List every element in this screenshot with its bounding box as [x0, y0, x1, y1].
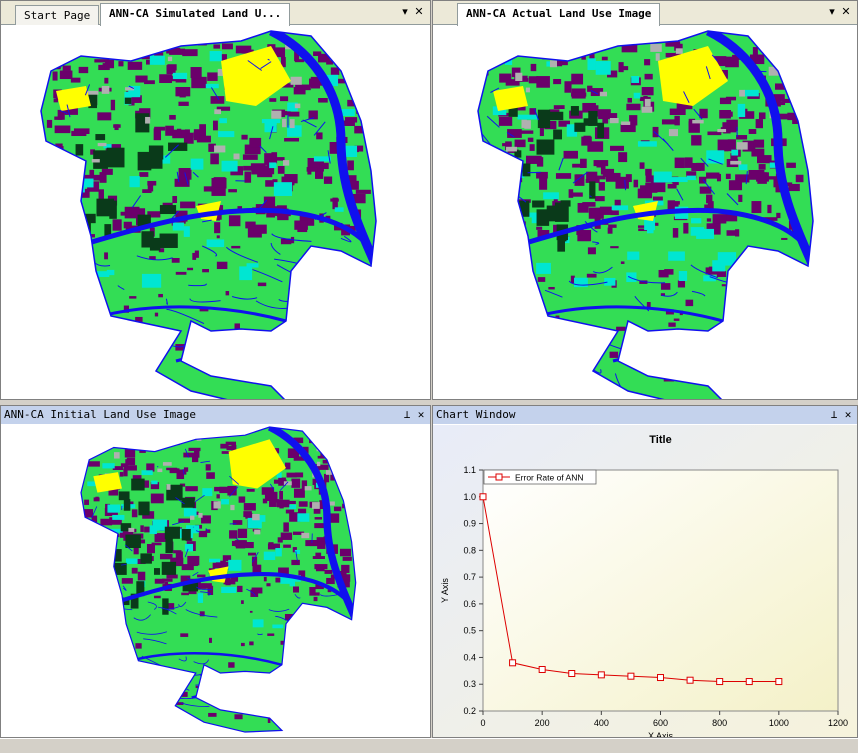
legend: Error Rate of ANN: [483, 469, 597, 485]
y-axis-label: Y Axis: [440, 578, 450, 603]
tabstrip-right: ANN-CA Actual Land Use Image ▾ ✕: [433, 1, 857, 26]
data-point: [568, 670, 576, 678]
y-tick-label: 0.2: [463, 706, 476, 716]
data-point: [657, 674, 664, 682]
map-initial[interactable]: [1, 425, 430, 737]
initial-titlebar: ANN-CA Initial Land Use Image: [1, 406, 430, 424]
map-simulated[interactable]: [1, 26, 430, 399]
tab-tools-right: ▾ ✕: [825, 5, 853, 18]
legend-marker: [495, 473, 503, 481]
y-tick-label: 0.4: [463, 652, 476, 662]
y-tick-label: 1.0: [463, 492, 476, 502]
data-point: [745, 678, 753, 686]
x-axis-label: X Axis: [648, 731, 674, 737]
dropdown-icon[interactable]: ▾: [829, 5, 835, 18]
data-point: [479, 493, 487, 501]
x-tick-label: 1200: [828, 718, 848, 728]
initial-pane: ANN-CA Initial Land Use Image ⊥ ✕: [0, 405, 431, 738]
close-icon[interactable]: ✕: [414, 5, 424, 18]
actual-pane: ANN-CA Actual Land Use Image ▾ ✕: [432, 0, 858, 400]
chart-area[interactable]: Title 0 200 400 600 800 1000 1200 0.2 0.3 0.4 0.5 0.…: [433, 425, 857, 737]
x-tick-label: 0: [480, 718, 485, 728]
pin-icon[interactable]: ⊥: [403, 408, 411, 421]
data-point: [686, 676, 694, 684]
tab-start-page[interactable]: Start Page: [15, 5, 100, 25]
tab-tools-left: ▾ ✕: [398, 5, 426, 18]
land-use-map: [40, 30, 377, 399]
y-tick-label: 0.6: [463, 599, 476, 609]
status-bar: [0, 738, 858, 753]
x-tick-label: 800: [712, 718, 727, 728]
pane-title: Chart Window: [436, 408, 516, 421]
map-actual[interactable]: [433, 26, 857, 399]
simulated-pane: Start Page ANN-CA Simulated Land U... ▾ ✕: [0, 0, 431, 400]
tab-actual[interactable]: ANN-CA Actual Land Use Image: [457, 3, 661, 26]
y-tick-label: 0.9: [463, 519, 476, 529]
land-use-map: [80, 426, 357, 733]
tabstrip-left: Start Page ANN-CA Simulated Land U... ▾ ✕: [1, 1, 430, 26]
close-icon[interactable]: ✕: [417, 408, 425, 421]
chart-pane: Chart Window ⊥ ✕ Title 0 200 400 600 800 1000 12…: [432, 405, 858, 738]
y-tick-label: 0.8: [463, 545, 476, 555]
data-point: [597, 671, 605, 679]
legend-label: Error Rate of ANN: [515, 473, 584, 483]
data-point: [716, 678, 724, 686]
line-chart[interactable]: Title 0 200 400 600 800 1000 1200 0.2 0.3 0.4 0.5 0.…: [433, 425, 857, 737]
x-tick-label: 1000: [769, 718, 789, 728]
data-point: [538, 665, 546, 673]
x-tick-label: 600: [653, 718, 668, 728]
y-tick-label: 0.7: [463, 572, 476, 582]
x-tick-label: 200: [535, 718, 550, 728]
y-tick-label: 1.1: [463, 465, 476, 475]
y-tick-label: 0.5: [463, 626, 476, 636]
land-use-map: [477, 30, 814, 399]
pin-icon[interactable]: ⊥: [830, 408, 838, 421]
data-point: [509, 659, 517, 667]
tab-simulated[interactable]: ANN-CA Simulated Land U...: [100, 3, 291, 26]
close-icon[interactable]: ✕: [841, 5, 851, 18]
data-point: [627, 672, 635, 680]
pane-title: ANN-CA Initial Land Use Image: [4, 408, 197, 421]
dropdown-icon[interactable]: ▾: [402, 5, 408, 18]
y-tick-label: 0.3: [463, 679, 476, 689]
chart-title: Title: [649, 434, 671, 446]
x-tick-label: 400: [594, 718, 609, 728]
data-point: [775, 678, 783, 686]
chart-titlebar: Chart Window ⊥ ✕: [433, 406, 857, 424]
initial-tools: ⊥ ✕: [390, 406, 430, 424]
close-icon[interactable]: ✕: [844, 408, 852, 421]
